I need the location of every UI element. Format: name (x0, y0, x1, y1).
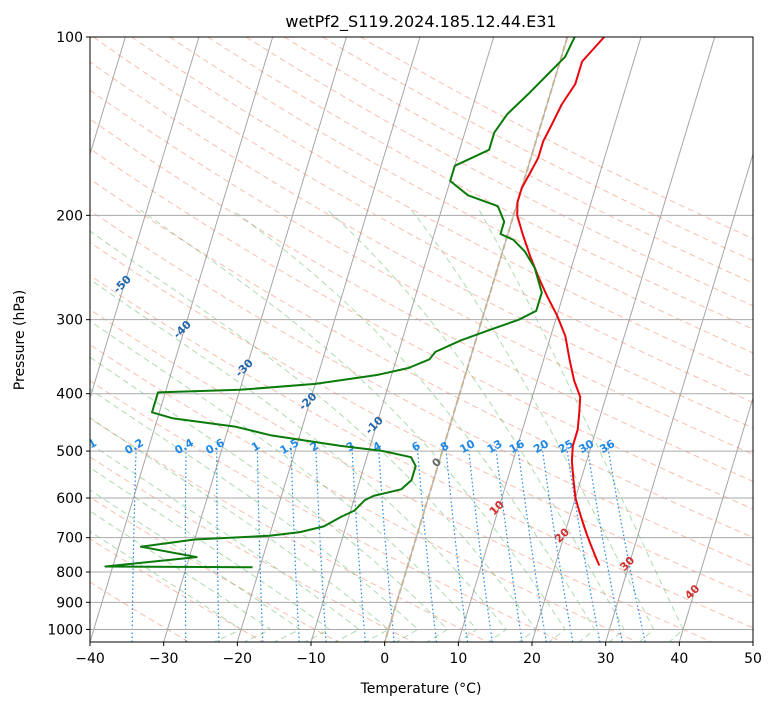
x-tick-label: 50 (744, 651, 762, 667)
mixing-ratio-line (445, 445, 469, 642)
dry-adiabat-line (283, 37, 753, 284)
grid-layer (90, 37, 753, 642)
mixing-ratio-line (607, 445, 646, 642)
moist-adiabat-line (90, 467, 331, 642)
dry-adiabat-line (90, 118, 753, 482)
isotherm-line (531, 37, 716, 642)
mixing-ratio-line (517, 445, 547, 642)
moist-adiabat-line (232, 209, 596, 642)
dewpoint-profile-line (104, 37, 576, 569)
moist-adiabat-line (90, 356, 449, 642)
y-tick-label: 300 (56, 313, 83, 329)
mixing-ratio-line (256, 445, 264, 642)
dry-adiabat-line (93, 37, 753, 403)
y-tick-label: 800 (56, 565, 83, 581)
isotherm-line (310, 37, 495, 642)
moist-adiabat-line (478, 209, 684, 642)
x-axis-title: Temperature (°C) (360, 681, 482, 697)
y-tick-label: 600 (56, 491, 83, 507)
mixing-ratio-line (184, 445, 187, 642)
y-tick-label: 100 (56, 30, 83, 46)
y-tick-label: 500 (56, 444, 83, 460)
plot-frame (89, 36, 754, 643)
moist-adiabat-line (90, 530, 243, 642)
y-tick-label: 1000 (47, 622, 83, 638)
moist-adiabat-line (140, 209, 566, 642)
y-axis-title: Pressure (hPa) (12, 290, 28, 390)
moist-adiabat-line (90, 230, 537, 642)
y-tick-label: 400 (56, 387, 83, 403)
x-tick-label: 20 (523, 651, 541, 667)
moist-adiabat-line (90, 417, 390, 642)
mixing-ratio-line (495, 445, 523, 642)
x-tick-label: 10 (449, 651, 467, 667)
mixing-ratio-line (290, 445, 300, 642)
freezing-isotherm-line (383, 37, 569, 642)
isotherm-line (90, 37, 274, 642)
dry-adiabat-line (322, 37, 753, 262)
dry-adiabat-line (90, 308, 712, 642)
isotherm-line (678, 396, 753, 642)
y-tick-label: 200 (56, 208, 83, 224)
dry-adiabat-line (90, 241, 753, 598)
x-tick-label: −30 (149, 651, 179, 667)
dry-adiabat-line (90, 61, 753, 429)
isotherm-line (457, 37, 642, 642)
dry-adiabat-line (90, 274, 753, 629)
isotherm-line (163, 37, 347, 642)
isotherm-line (605, 152, 753, 642)
x-tick-label: 30 (597, 651, 615, 667)
moist-adiabat-line (90, 489, 302, 642)
mixing-ratio-line (216, 445, 220, 642)
moist-adiabat-line (90, 510, 272, 642)
moist-adiabat-line (411, 209, 655, 642)
x-tick-label: −40 (75, 651, 105, 667)
mixing-ratio-line (541, 445, 574, 642)
mixing-ratio-label: 0.1 (76, 436, 99, 457)
mixing-ratio-line (416, 445, 437, 642)
isotherm-line (90, 37, 126, 156)
y-tick-label: 700 (56, 531, 83, 547)
series-layer (104, 37, 605, 569)
dry-adiabat-line (90, 89, 753, 455)
mixing-ratio-line (467, 445, 493, 642)
chart-title: wetPf2_S119.2024.185.12.44.E31 (285, 12, 556, 32)
mixing-ratio-line (586, 445, 623, 642)
x-tick-label: 40 (670, 651, 688, 667)
dry-adiabat-line (169, 37, 753, 354)
isotherm-line (236, 37, 421, 642)
mixing-ratio-line (131, 445, 137, 642)
dry-adiabat-line (90, 456, 414, 642)
dry-adiabat-line (90, 178, 753, 539)
temperature-profile-line (516, 37, 605, 566)
mixing-ratio-line (565, 445, 601, 642)
y-tick-label: 900 (56, 595, 83, 611)
isotherm-line (90, 37, 200, 400)
moist-adiabat-line (90, 278, 508, 642)
dry-adiabat-line (90, 209, 753, 568)
x-tick-label: −20 (223, 651, 253, 667)
mixing-ratio-line (351, 445, 366, 642)
mixing-ratio-line (315, 445, 327, 642)
x-tick-label: 0 (380, 651, 389, 667)
x-tick-label: −10 (296, 651, 326, 667)
dry-adiabat-line (207, 37, 753, 330)
